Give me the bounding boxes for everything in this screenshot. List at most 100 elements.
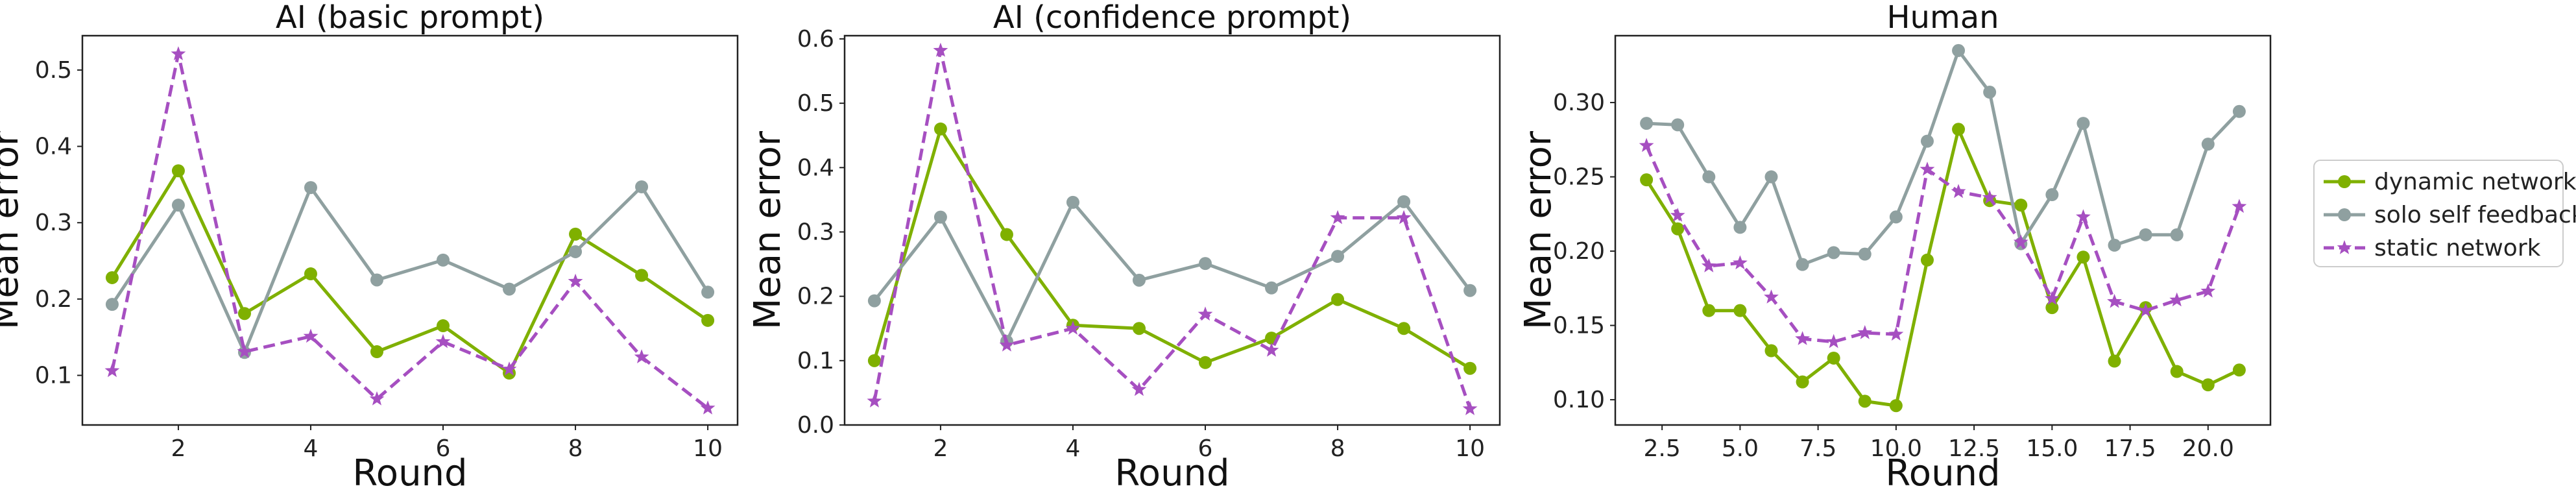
series-line-static-network <box>873 49 1472 410</box>
data-point-static-network <box>1733 255 1748 270</box>
y-tick-label: 0.1 <box>797 348 834 374</box>
data-point-solo-self-feedback <box>1397 195 1411 208</box>
y-axis-label: Mean error <box>1517 130 1559 330</box>
data-point-solo-self-feedback <box>1066 195 1079 209</box>
series-line-dynamic-network <box>1644 127 2240 407</box>
data-point-dynamic-network <box>2045 301 2059 315</box>
data-point-solo-self-feedback <box>1199 257 1212 271</box>
series-dynamic-network <box>105 164 715 380</box>
chart-title: AI (confidence prompt) <box>993 0 1351 36</box>
series-static-network <box>104 46 716 415</box>
data-point-static-network <box>2044 291 2060 306</box>
data-point-dynamic-network <box>1397 322 1411 335</box>
data-point-static-network <box>104 363 120 378</box>
data-point-static-network <box>501 361 517 376</box>
data-point-static-network <box>1982 189 1997 204</box>
data-point-static-network <box>2013 234 2028 248</box>
data-point-dynamic-network <box>2201 378 2215 392</box>
y-tick-label: 0.4 <box>35 134 72 160</box>
data-point-static-network <box>1857 325 1873 339</box>
data-point-dynamic-network <box>2108 354 2121 368</box>
y-tick-label: 0.30 <box>1553 90 1605 116</box>
data-point-dynamic-network <box>867 354 881 367</box>
y-tick-label: 0.0 <box>797 412 834 439</box>
data-point-dynamic-network <box>1000 228 1013 241</box>
data-point-dynamic-network <box>1733 304 1747 317</box>
data-point-dynamic-network <box>1199 356 1212 369</box>
data-point-solo-self-feedback <box>2076 117 2090 130</box>
data-point-solo-self-feedback <box>1827 246 1840 260</box>
data-point-dynamic-network <box>1331 293 1345 306</box>
data-point-static-network <box>369 391 385 406</box>
x-axis-label: Round <box>1885 452 2000 494</box>
series-dynamic-network <box>1640 123 2246 413</box>
chart-title: Human <box>1886 0 1999 36</box>
data-point-static-network <box>1670 208 1685 222</box>
data-point-dynamic-network <box>1889 399 1903 413</box>
data-point-solo-self-feedback <box>2108 238 2121 252</box>
chart-title: AI (basic prompt) <box>276 0 544 36</box>
chart-panel-3: Human 2.5 5.0 7.5 10.0 12.5 15.0 17.5 20.0 0.10 0.… <box>1517 0 2272 494</box>
data-point-solo-self-feedback <box>867 294 881 308</box>
data-point-static-network <box>1795 331 1810 345</box>
data-point-static-network <box>1888 326 1904 341</box>
data-point-solo-self-feedback <box>1796 258 1809 271</box>
series-line-static-network <box>110 52 709 410</box>
data-point-static-network <box>867 393 882 407</box>
data-point-solo-self-feedback <box>933 210 947 224</box>
data-point-static-network <box>1920 162 1935 176</box>
data-point-solo-self-feedback <box>1764 170 1778 184</box>
y-tick-label: 0.4 <box>797 154 834 181</box>
plot-frame <box>81 34 739 426</box>
data-point-solo-self-feedback <box>1983 86 1997 99</box>
data-point-solo-self-feedback <box>2232 104 2246 118</box>
y-tick-label: 0.1 <box>35 363 72 389</box>
data-point-static-network <box>1065 321 1081 335</box>
y-tick-label: 0.20 <box>1553 238 1605 265</box>
data-point-static-network <box>1826 333 1842 348</box>
legend-marker-dynamic-network <box>2338 175 2351 188</box>
series-solo-self-feedback <box>1640 43 2246 271</box>
legend: dynamic network solo self feedback static … <box>2313 160 2576 267</box>
y-tick-label: 0.6 <box>797 26 834 53</box>
legend-marker-solo-self-feedback <box>2338 208 2351 221</box>
data-point-static-network <box>999 337 1015 352</box>
data-point-solo-self-feedback <box>1331 250 1345 263</box>
data-point-solo-self-feedback <box>437 253 450 267</box>
data-point-static-network <box>303 328 319 343</box>
y-tick-label: 0.5 <box>35 57 72 84</box>
x-tick-label: 4 <box>1066 435 1081 462</box>
data-point-solo-self-feedback <box>1640 117 1654 130</box>
data-point-dynamic-network <box>1827 351 1840 365</box>
data-point-dynamic-network <box>437 319 450 333</box>
data-point-solo-self-feedback <box>370 273 383 287</box>
x-tick-label: 10 <box>693 435 723 462</box>
series-line-solo-self-feedback <box>873 200 1472 343</box>
series-dynamic-network <box>867 122 1477 375</box>
y-tick-label: 0.3 <box>797 219 834 245</box>
data-point-dynamic-network <box>1858 394 1872 408</box>
legend-box <box>2313 160 2564 267</box>
data-point-solo-self-feedback <box>2170 228 2184 241</box>
chart-panel-1: AI (basic prompt) 2 4 6 8 10 0.1 0.2 0.3 0.4 0.5 Ro… <box>0 0 739 494</box>
x-tick-label: 2 <box>933 435 948 462</box>
data-point-dynamic-network <box>569 227 583 241</box>
data-point-dynamic-network <box>2170 365 2184 378</box>
data-point-solo-self-feedback <box>503 282 516 296</box>
data-point-solo-self-feedback <box>1265 281 1279 295</box>
y-tick-label: 0.25 <box>1553 164 1605 191</box>
data-point-dynamic-network <box>933 122 947 136</box>
data-point-static-network <box>1396 210 1412 224</box>
x-tick-label: 2 <box>171 435 186 462</box>
x-tick-label: 20.0 <box>2182 435 2234 462</box>
plot-frame <box>843 34 1501 426</box>
data-point-static-network <box>1951 184 1966 199</box>
x-axis-label: Round <box>352 452 467 494</box>
x-tick-label: 8 <box>1330 435 1345 462</box>
data-point-solo-self-feedback <box>2139 228 2152 241</box>
data-point-solo-self-feedback <box>105 298 119 311</box>
data-point-dynamic-network <box>2014 199 2028 212</box>
series-solo-self-feedback <box>105 180 715 359</box>
y-tick-label: 0.3 <box>35 210 72 236</box>
data-point-solo-self-feedback <box>569 245 583 258</box>
